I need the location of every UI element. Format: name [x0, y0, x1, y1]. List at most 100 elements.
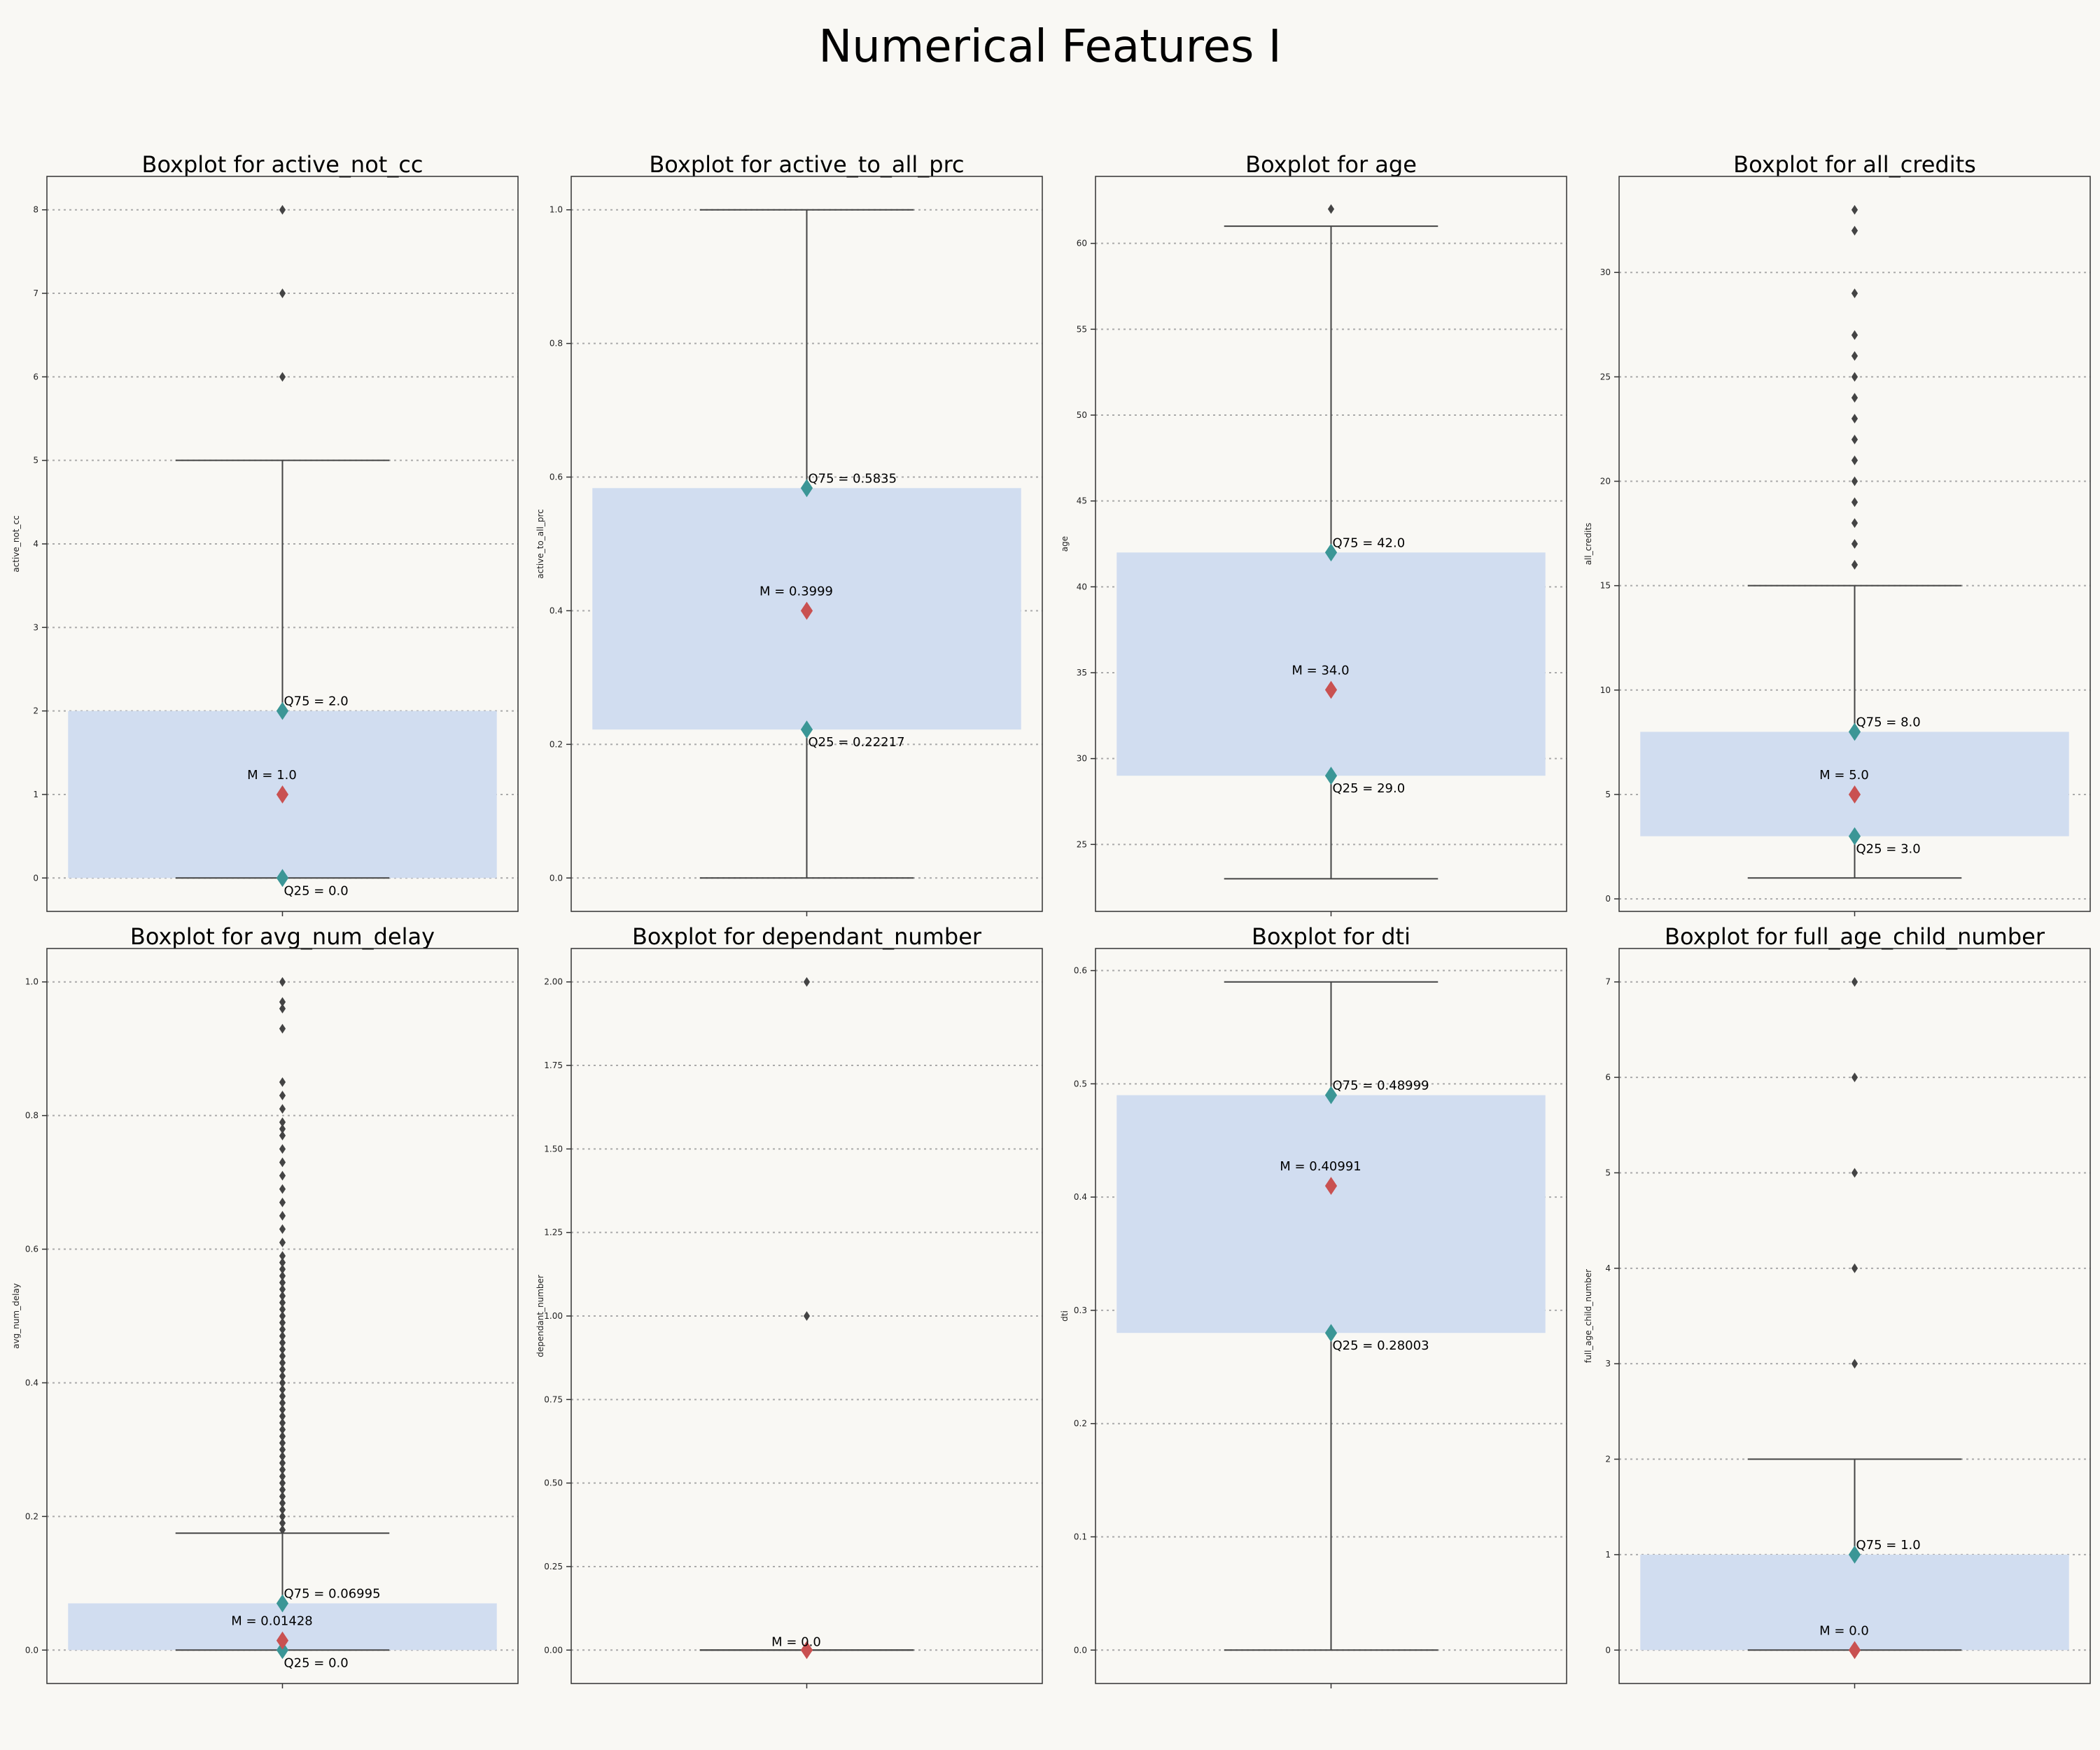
outlier-point	[279, 1357, 286, 1368]
boxplot-panel-7: Boxplot for dti 0.0 0.1 0.2 0.3 0.4 0.5 0.6 dti Q…	[1060, 923, 1567, 1688]
y-tick-label: 5	[1605, 790, 1611, 799]
median-marker	[276, 1631, 289, 1650]
outlier-point	[1851, 1263, 1858, 1273]
outlier-point	[279, 1351, 286, 1362]
chart-title: Boxplot for active_not_cc	[141, 151, 423, 178]
boxplot-panel-6: Boxplot for dependant_number 0.00 0.25 0.50…	[536, 923, 1043, 1688]
y-tick-label: 5	[1605, 1168, 1611, 1177]
outlier-point	[279, 1091, 286, 1100]
outlier-point	[279, 372, 286, 382]
outlier-point	[279, 1023, 286, 1034]
outlier-point	[279, 1157, 286, 1168]
y-axis-label: dti	[1060, 1310, 1070, 1322]
outlier-point	[1851, 434, 1858, 444]
y-tick-label: 15	[1600, 581, 1611, 591]
y-tick-label: 3	[33, 622, 38, 632]
y-tick-label: 5	[33, 456, 38, 465]
y-axis-label: active_not_cc	[11, 515, 21, 572]
outlier-point	[1851, 518, 1858, 528]
figure-title: Numerical Features I	[818, 21, 1282, 73]
outlier-point	[279, 1291, 286, 1301]
iqr-box	[1640, 1554, 2069, 1651]
boxplot-panel-3: Boxplot for age 25 30 35 40 45 50 55 60 age Q75 = …	[1060, 151, 1567, 916]
y-tick-label: 0.1	[1074, 1532, 1087, 1541]
y-tick-label: 0.2	[25, 1511, 38, 1521]
outlier-point	[279, 1284, 286, 1294]
y-tick-label: 40	[1077, 582, 1087, 592]
y-tick-label: 30	[1600, 267, 1611, 277]
q75-marker	[276, 701, 289, 720]
y-tick-label: 0.00	[544, 1645, 563, 1655]
median-marker	[276, 785, 289, 804]
outlier-point	[1851, 351, 1858, 361]
y-axis-label: avg_num_delay	[11, 1283, 21, 1349]
outlier-point	[279, 1525, 286, 1535]
y-tick-label: 0.4	[1074, 1192, 1087, 1202]
y-tick-label: 30	[1077, 754, 1087, 764]
q25-label: Q25 = 0.0	[284, 883, 349, 898]
chart-title: Boxplot for age	[1245, 151, 1417, 178]
outlier-point	[279, 976, 286, 987]
outlier-point	[1851, 559, 1858, 570]
median-marker	[1324, 1177, 1338, 1195]
outlier-point	[279, 1471, 286, 1481]
outlier-point	[279, 1491, 286, 1502]
y-tick-label: 6	[33, 372, 38, 382]
y-tick-label: 0.4	[25, 1378, 38, 1387]
outlier-point	[279, 1257, 286, 1268]
y-tick-label: 45	[1077, 496, 1087, 506]
outlier-point	[279, 1251, 286, 1261]
outlier-point	[803, 976, 811, 987]
outlier-point	[279, 1331, 286, 1341]
outlier-point	[279, 1270, 286, 1281]
y-tick-label: 0.75	[544, 1394, 563, 1404]
plot-frame	[570, 948, 1043, 1684]
outlier-point	[1851, 330, 1858, 340]
outlier-point	[279, 1391, 286, 1401]
outlier-point	[279, 1238, 286, 1247]
outlier-point	[1851, 455, 1858, 465]
outlier-point	[279, 1117, 286, 1128]
q25-label: Q25 = 3.0	[1856, 842, 1921, 857]
outlier-point	[1851, 372, 1858, 382]
y-tick-label: 0.0	[1074, 1645, 1087, 1655]
y-tick-label: 0.8	[550, 339, 563, 349]
outlier-point	[1851, 414, 1858, 424]
median-label: M = 34.0	[1292, 664, 1349, 678]
median-label: M = 5.0	[1819, 768, 1869, 783]
chart-title: Boxplot for dti	[1252, 923, 1410, 950]
outlier-point	[279, 1385, 286, 1394]
outlier-point	[279, 1344, 286, 1354]
outlier-point	[279, 1511, 286, 1522]
outlier-point	[279, 1451, 286, 1462]
q75-marker	[1324, 543, 1338, 562]
y-tick-label: 0.2	[550, 739, 563, 749]
outlier-point	[279, 1144, 286, 1154]
y-tick-label: 0.5	[1074, 1079, 1087, 1088]
y-tick-label: 0	[33, 873, 38, 883]
outlier-point	[279, 1398, 286, 1408]
y-tick-label: 7	[1605, 977, 1611, 987]
outlier-point	[1851, 288, 1858, 298]
y-tick-label: 8	[33, 205, 38, 215]
y-tick-label: 3	[1605, 1359, 1611, 1368]
outlier-point	[279, 1445, 286, 1455]
outlier-point	[279, 1324, 286, 1334]
outlier-point	[1851, 1168, 1858, 1178]
outlier-point	[279, 1485, 286, 1495]
y-tick-label: 0.0	[550, 873, 563, 883]
q75-marker	[1848, 722, 1861, 741]
outlier-point	[279, 1004, 286, 1014]
q25-marker	[276, 869, 289, 888]
boxplot-panel-4: Boxplot for all_credits 0 5 10 15 20 25 30 all_c…	[1583, 151, 2091, 916]
y-tick-label: 0.6	[1074, 966, 1087, 976]
outlier-point	[803, 1311, 811, 1321]
y-tick-label: 2.00	[544, 977, 563, 987]
y-axis-label: active_to_all_prc	[536, 509, 545, 578]
y-tick-label: 60	[1077, 239, 1087, 248]
outlier-point	[1851, 539, 1858, 549]
outlier-point	[1851, 1072, 1858, 1082]
median-marker	[1324, 680, 1338, 699]
outlier-point	[279, 1478, 286, 1488]
